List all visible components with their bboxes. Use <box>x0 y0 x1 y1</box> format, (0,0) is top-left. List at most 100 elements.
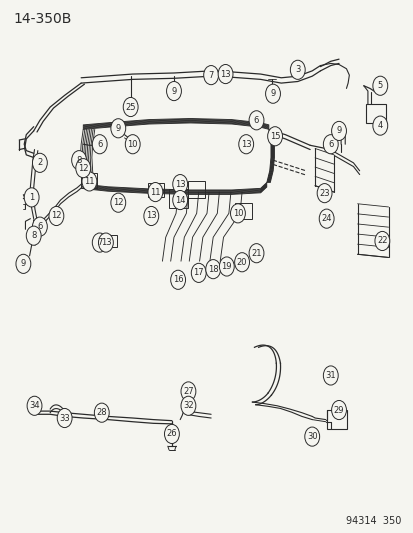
Text: 8: 8 <box>76 156 82 165</box>
Circle shape <box>76 159 90 177</box>
Text: 20: 20 <box>236 258 247 266</box>
Text: 21: 21 <box>251 249 261 258</box>
Circle shape <box>27 396 42 415</box>
Text: 13: 13 <box>146 212 156 221</box>
Circle shape <box>331 400 346 419</box>
Circle shape <box>111 119 126 138</box>
Text: 13: 13 <box>174 180 185 189</box>
Circle shape <box>82 172 97 191</box>
Circle shape <box>57 408 72 427</box>
Text: 22: 22 <box>376 237 387 246</box>
Circle shape <box>49 206 64 225</box>
Circle shape <box>249 111 263 130</box>
Circle shape <box>123 98 138 117</box>
Text: 9: 9 <box>336 126 341 135</box>
Circle shape <box>92 135 107 154</box>
Text: 8: 8 <box>31 231 36 240</box>
Text: 19: 19 <box>221 262 232 271</box>
Circle shape <box>92 233 107 252</box>
Text: 26: 26 <box>166 430 177 439</box>
Text: 9: 9 <box>171 86 176 95</box>
Text: 12: 12 <box>51 212 62 221</box>
Circle shape <box>249 244 263 263</box>
Text: 6: 6 <box>328 140 332 149</box>
Text: 9: 9 <box>115 124 121 133</box>
Text: 11: 11 <box>150 188 160 197</box>
Text: 14: 14 <box>175 196 185 205</box>
Circle shape <box>323 366 337 385</box>
Circle shape <box>32 217 47 236</box>
Circle shape <box>267 127 282 146</box>
Circle shape <box>205 260 220 279</box>
Text: 10: 10 <box>127 140 138 149</box>
Text: 25: 25 <box>125 102 135 111</box>
Text: 5: 5 <box>377 81 382 90</box>
Circle shape <box>372 116 387 135</box>
Circle shape <box>144 206 158 225</box>
Text: 2: 2 <box>37 158 43 167</box>
Text: 12: 12 <box>113 198 123 207</box>
Circle shape <box>191 263 206 282</box>
Text: 13: 13 <box>100 238 111 247</box>
Circle shape <box>166 82 181 101</box>
Circle shape <box>219 257 234 276</box>
Circle shape <box>374 231 389 251</box>
Circle shape <box>98 233 113 252</box>
Text: 14-350B: 14-350B <box>13 12 71 27</box>
Text: 31: 31 <box>325 371 335 380</box>
Text: 1: 1 <box>29 193 34 202</box>
Text: 16: 16 <box>172 275 183 284</box>
Circle shape <box>316 183 331 203</box>
Circle shape <box>170 270 185 289</box>
Circle shape <box>180 382 195 401</box>
Text: 33: 33 <box>59 414 70 423</box>
Circle shape <box>32 154 47 172</box>
Circle shape <box>238 135 253 154</box>
Circle shape <box>290 60 304 79</box>
Circle shape <box>230 204 245 223</box>
Text: 12: 12 <box>78 164 88 173</box>
Text: 23: 23 <box>318 189 329 198</box>
Circle shape <box>265 84 280 103</box>
Circle shape <box>323 135 337 154</box>
Circle shape <box>71 151 86 169</box>
Text: 94314  350: 94314 350 <box>345 516 400 526</box>
Circle shape <box>318 209 333 228</box>
Text: 6: 6 <box>253 116 259 125</box>
Circle shape <box>164 424 179 443</box>
Circle shape <box>172 190 187 209</box>
Text: 18: 18 <box>207 265 218 273</box>
Text: 4: 4 <box>377 121 382 130</box>
Text: 7: 7 <box>208 70 213 79</box>
Circle shape <box>372 76 387 95</box>
Circle shape <box>125 135 140 154</box>
Text: 34: 34 <box>29 401 40 410</box>
Circle shape <box>304 427 319 446</box>
Text: 11: 11 <box>84 177 95 186</box>
Text: 30: 30 <box>306 432 317 441</box>
Text: 10: 10 <box>232 209 242 218</box>
Text: 13: 13 <box>240 140 251 149</box>
Circle shape <box>172 174 187 193</box>
Circle shape <box>94 403 109 422</box>
Circle shape <box>180 396 195 415</box>
Circle shape <box>24 188 39 207</box>
Circle shape <box>147 182 162 201</box>
Circle shape <box>26 226 41 245</box>
Text: 17: 17 <box>193 269 204 277</box>
Circle shape <box>331 122 346 141</box>
Text: 13: 13 <box>220 70 230 78</box>
Text: 6: 6 <box>37 222 43 231</box>
Circle shape <box>234 253 249 272</box>
Text: 24: 24 <box>320 214 331 223</box>
Circle shape <box>16 254 31 273</box>
Text: 7: 7 <box>97 238 102 247</box>
Text: 9: 9 <box>21 260 26 268</box>
Text: 28: 28 <box>96 408 107 417</box>
Text: 6: 6 <box>97 140 102 149</box>
Text: 29: 29 <box>333 406 344 415</box>
Circle shape <box>203 66 218 85</box>
Text: 9: 9 <box>270 89 275 98</box>
Text: 3: 3 <box>294 66 300 74</box>
Circle shape <box>111 193 126 212</box>
